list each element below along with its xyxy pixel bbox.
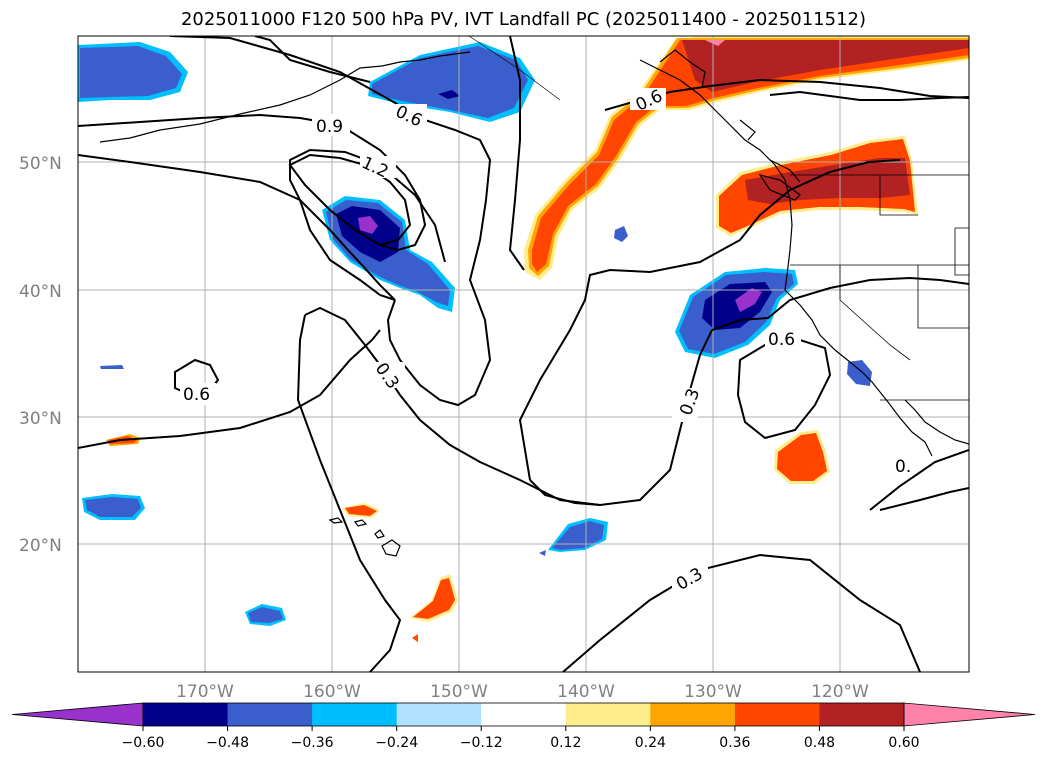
colorbar-segment [396, 703, 482, 726]
colorbar: −0.60 −0.48 −0.36 −0.24 −0.12 0.12 0.24 0.36 0.4… [11, 702, 1036, 751]
lon-label: 120°W [811, 682, 869, 702]
colorbar-segment [143, 703, 229, 726]
colorbar-segment [481, 703, 567, 726]
colorbar-tick-label: 0.48 [804, 735, 835, 751]
colorbar-segment [650, 703, 736, 726]
lon-label: 160°W [303, 682, 361, 702]
colorbar-segment [227, 703, 313, 726]
lon-label: 170°W [176, 682, 234, 702]
colorbar-tick-label: −0.48 [206, 735, 249, 751]
lon-label: 130°W [684, 682, 742, 702]
contour-label: 0.6 [183, 385, 210, 405]
colorbar-tick-label: −0.36 [291, 735, 334, 751]
contour-0.3-band [304, 306, 713, 507]
contour-0.3-south [562, 553, 921, 672]
colorbar-outline [142, 702, 905, 727]
contour-0.6-ne [508, 36, 525, 271]
colorbar-tick-label: −0.24 [375, 735, 418, 751]
contour-label: 0.9 [316, 117, 343, 137]
colorbar-tick-label: −0.60 [122, 735, 165, 751]
colorbar-tick-label: −0.12 [460, 735, 503, 751]
plot-area [78, 36, 969, 672]
contour-0.6-gulf [169, 36, 492, 407]
neg-anomaly-socal [847, 360, 872, 386]
lat-label: 30°N [19, 409, 62, 429]
colorbar-extend-min [11, 702, 144, 727]
contour-0.9 [78, 113, 427, 252]
contour-1.2 [288, 153, 412, 247]
contour-label: 0.6 [768, 330, 795, 350]
colorbar-tick-label: 0.12 [550, 735, 581, 751]
colorbar-segment [734, 703, 820, 726]
colorbar-segment [565, 703, 651, 726]
contour-0.3-west [78, 329, 381, 449]
coastlines [99, 36, 969, 557]
contour-label: 0. [895, 457, 911, 477]
plot-frame [77, 35, 970, 673]
lat-label: 20°N [19, 536, 62, 556]
lon-label: 150°W [430, 682, 488, 702]
map-title: 2025011000 F120 500 hPa PV, IVT Landfall… [180, 9, 867, 30]
colorbar-segment [312, 703, 398, 726]
colorbar-extend-max [903, 702, 1036, 727]
colorbar-tick-label: 0.36 [719, 735, 750, 751]
colorbar-tick-label: 0.24 [635, 735, 666, 751]
lat-axis: 50°N 40°N 30°N 20°N [19, 154, 62, 556]
lat-label: 50°N [19, 154, 62, 174]
lat-label: 40°N [19, 282, 62, 302]
colorbar-segment [819, 703, 905, 726]
pv-contours [78, 36, 969, 672]
colorbar-tick-label: 0.60 [888, 735, 919, 751]
lon-axis: 170°W 160°W 150°W 140°W 130°W 120°W [176, 682, 869, 702]
lon-label: 140°W [557, 682, 615, 702]
